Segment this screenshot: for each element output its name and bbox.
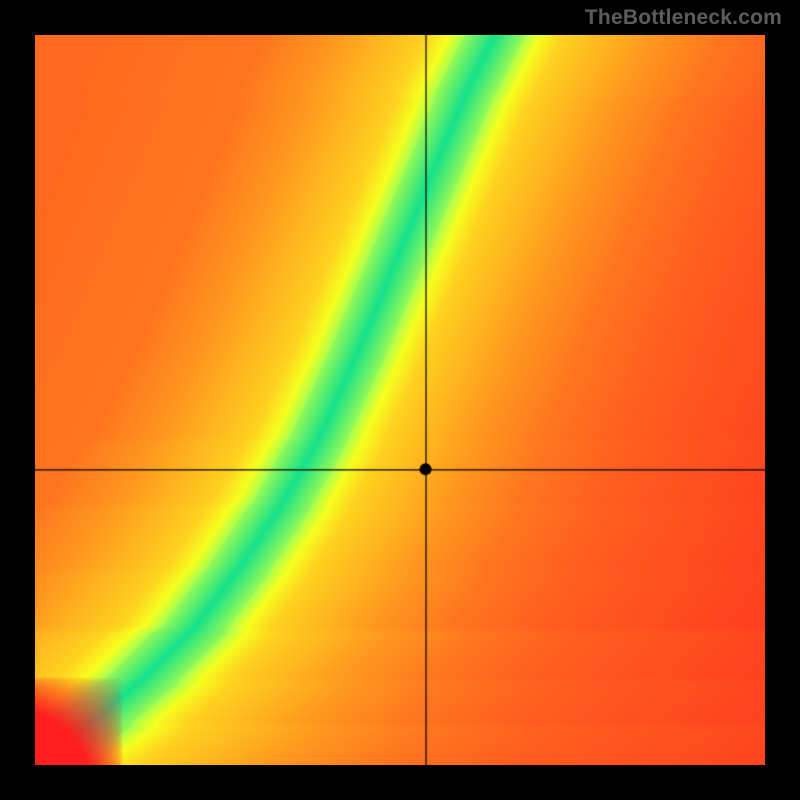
- heatmap-plot-area: [35, 35, 765, 765]
- watermark-label: TheBottleneck.com: [585, 6, 782, 30]
- bottleneck-heatmap: [35, 35, 765, 765]
- chart-container: TheBottleneck.com: [0, 0, 800, 800]
